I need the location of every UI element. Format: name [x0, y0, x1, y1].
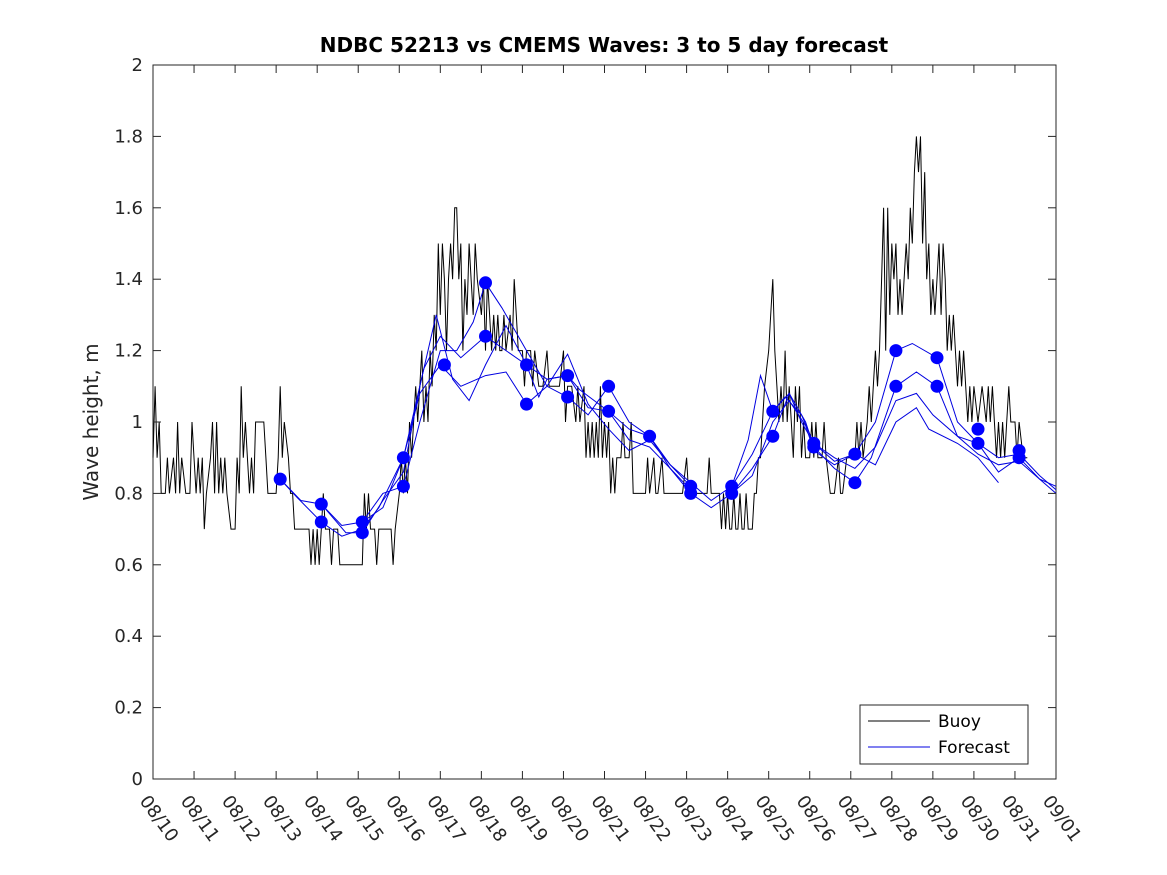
forecast-marker — [643, 429, 657, 443]
forecast-marker — [848, 447, 862, 461]
forecast-marker — [766, 429, 780, 443]
forecast-marker — [355, 515, 369, 529]
y-tick-label: 0.2 — [114, 698, 143, 719]
forecast-marker — [602, 379, 616, 393]
forecast-run-line-2 — [279, 281, 692, 527]
forecast-marker — [314, 515, 328, 529]
legend-forecast-label: Forecast — [938, 738, 1010, 758]
forecast-marker — [561, 369, 575, 383]
y-tick-label: 1.4 — [114, 269, 143, 290]
forecast-marker — [561, 390, 575, 404]
forecast-marker — [437, 358, 451, 372]
y-axis: 0 0.2 0.4 0.6 0.8 1 1.2 1.4 1.6 1.8 2 — [114, 55, 1056, 790]
y-tick-label: 1.6 — [114, 198, 143, 219]
forecast-marker — [971, 422, 985, 436]
forecast-marker — [479, 329, 492, 343]
y-tick-label: 0.8 — [114, 483, 143, 504]
y-tick-label: 1.2 — [114, 341, 143, 362]
forecast-marker — [930, 351, 944, 365]
forecast-marker — [355, 526, 369, 540]
forecast-marker — [684, 486, 698, 500]
forecast-marker — [273, 472, 287, 486]
forecast-run-line-5 — [690, 342, 1057, 502]
forecast-marker — [520, 358, 533, 372]
forecast-marker — [520, 397, 533, 411]
legend: Buoy Forecast — [859, 704, 1029, 765]
forecast-marker — [396, 451, 410, 465]
forecast-marker — [971, 436, 985, 450]
buoy-series-line — [152, 136, 1028, 566]
forecast-marker — [766, 404, 780, 418]
series-layer — [152, 136, 1057, 566]
forecast-marker — [602, 404, 616, 418]
forecast-marker — [848, 476, 862, 490]
forecast-marker — [930, 379, 944, 393]
forecast-markers — [273, 276, 1026, 540]
y-tick-label: 0.4 — [114, 626, 143, 647]
forecast-marker — [889, 344, 903, 358]
y-tick-label: 2 — [132, 55, 143, 76]
forecast-marker — [314, 497, 328, 511]
forecast-marker — [725, 486, 739, 500]
forecast-run-line-6 — [690, 371, 1057, 509]
forecast-marker — [396, 479, 410, 493]
forecast-marker — [889, 379, 903, 393]
legend-buoy-label: Buoy — [938, 712, 981, 732]
forecast-marker — [1012, 451, 1026, 465]
y-axis-label: Wave height, m — [79, 343, 103, 500]
y-tick-label: 0.6 — [114, 555, 143, 576]
y-tick-label: 1 — [132, 412, 143, 433]
forecast-marker — [807, 440, 821, 454]
y-tick-label: 1.8 — [114, 126, 143, 147]
forecast-marker — [479, 276, 492, 290]
chart-title: NDBC 52213 vs CMEMS Waves: 3 to 5 day fo… — [320, 33, 889, 57]
y-tick-label: 0 — [132, 769, 143, 790]
legend-box — [859, 704, 1029, 765]
